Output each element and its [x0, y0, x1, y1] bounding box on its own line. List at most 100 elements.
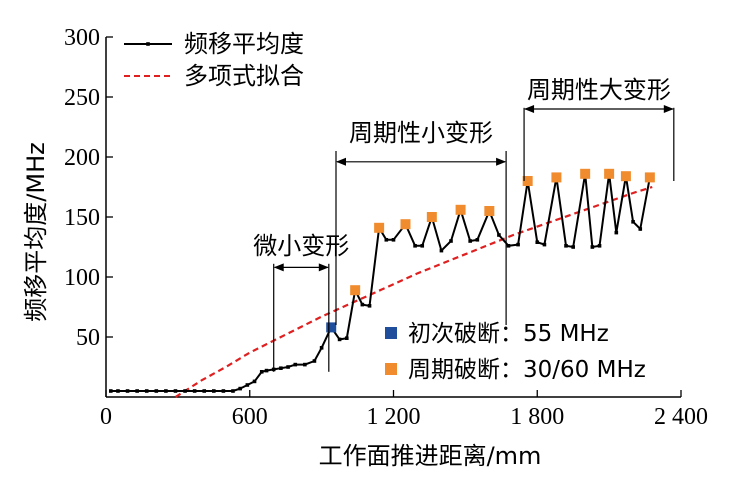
data-point [144, 389, 149, 393]
y-tick-label: 100 [64, 265, 100, 291]
data-point [116, 389, 120, 393]
annotation-label: 周期性小变形 [349, 119, 493, 147]
data-point [535, 240, 540, 244]
x-tick-label: 1 200 [367, 404, 421, 430]
polynomial-fit-series [174, 185, 653, 398]
data-point [293, 362, 298, 367]
periodic-break-marker [484, 206, 495, 216]
data-point [164, 389, 168, 393]
data-point [439, 248, 444, 253]
data-point [212, 389, 216, 393]
data-point [192, 389, 197, 393]
annotation-arrow-right [496, 157, 507, 166]
data-point [360, 302, 365, 307]
data-point [614, 230, 619, 235]
data-point [590, 245, 595, 249]
data-point [202, 389, 207, 393]
data-point [108, 389, 113, 393]
periodic-break-marker [522, 176, 533, 186]
marker-legend-label: 周期破断：30/60 MHz [408, 357, 646, 383]
legend-marker-sample [146, 42, 150, 46]
data-point [449, 239, 453, 243]
data-point [259, 370, 264, 374]
data-point [367, 304, 372, 308]
break-marker-legend: 初次破断：55 MHz 周期破断：30/60 MHz [385, 321, 646, 383]
data-point [391, 238, 396, 242]
periodic-break-marker [350, 285, 361, 296]
annotation-arrow-left [273, 263, 284, 272]
periodic-break-marker [644, 172, 655, 183]
annotation-label: 微小变形 [253, 232, 349, 260]
x-tick-label: 600 [232, 404, 268, 430]
legend-label: 多项式拟合 [184, 62, 304, 90]
y-axis-label: 频移平均度/MHz [22, 142, 50, 321]
periodic-break-marker [455, 204, 466, 215]
periodic-break-marker [551, 172, 562, 183]
data-point [564, 244, 568, 248]
periodic-break-marker [620, 171, 631, 182]
periodic-break-legend-swatch [385, 363, 397, 375]
data-point [252, 379, 257, 384]
y-tick-label: 250 [64, 85, 100, 111]
annotation-arrow-left [336, 157, 346, 166]
first-break-marker [326, 322, 337, 333]
first-break-legend-swatch [385, 327, 397, 339]
legend-label: 频移平均度 [184, 30, 304, 58]
data-point [125, 389, 130, 393]
periodic-break-marker [400, 219, 411, 230]
data-point [154, 389, 159, 393]
periodic-break-marker [426, 212, 437, 222]
data-point [238, 386, 242, 391]
annotation-arrow-left [524, 105, 535, 113]
data-point [221, 389, 226, 393]
deformation-annotations: 微小变形 周期性小变形 周期性大变形 [253, 76, 675, 372]
data-point [264, 368, 269, 373]
data-point [497, 233, 501, 237]
data-point [303, 362, 307, 367]
annotation-arrow-right [663, 105, 674, 113]
break-markers [326, 168, 655, 333]
data-point [516, 242, 520, 247]
frequency-shift-series [108, 172, 652, 393]
marker-legend-label: 初次破断：55 MHz [408, 321, 609, 347]
data-point [135, 389, 139, 393]
data-point [344, 336, 349, 340]
x-tick-label: 2 400 [654, 404, 708, 430]
y-tick-label: 300 [64, 25, 100, 51]
data-point [384, 238, 389, 242]
x-axis-label: 工作面推进距离/mm [319, 442, 542, 470]
data-point [183, 389, 187, 393]
data-point [542, 242, 547, 247]
data-point [506, 244, 511, 248]
periodic-break-marker [374, 222, 385, 233]
data-point [468, 239, 472, 243]
periodic-break-marker [580, 168, 591, 179]
data-point [571, 245, 575, 249]
data-point [631, 220, 635, 224]
data-point [231, 389, 235, 393]
data-point [638, 227, 643, 231]
data-point [279, 366, 283, 370]
periodic-break-marker [604, 168, 615, 179]
polynomial-fit-line [174, 185, 653, 398]
data-point [413, 244, 417, 248]
annotation-label: 周期性大变形 [527, 76, 671, 104]
y-tick-label: 50 [76, 325, 100, 351]
data-point [173, 389, 178, 393]
data-point [597, 244, 602, 248]
axes: 0 600 1 200 1 800 2 400 50 100 150 200 250 300 [64, 25, 708, 430]
y-tick-label: 150 [64, 205, 100, 231]
y-tick-label: 200 [64, 145, 100, 171]
data-point [337, 337, 342, 342]
data-point [420, 244, 425, 248]
annotation-arrow-right [318, 263, 329, 272]
data-point [286, 365, 290, 369]
x-tick-label: 0 [100, 404, 112, 430]
data-point [319, 346, 324, 350]
data-point [312, 359, 317, 363]
x-tick-label: 1 800 [510, 404, 564, 430]
data-point [245, 383, 250, 387]
data-point [475, 238, 480, 242]
